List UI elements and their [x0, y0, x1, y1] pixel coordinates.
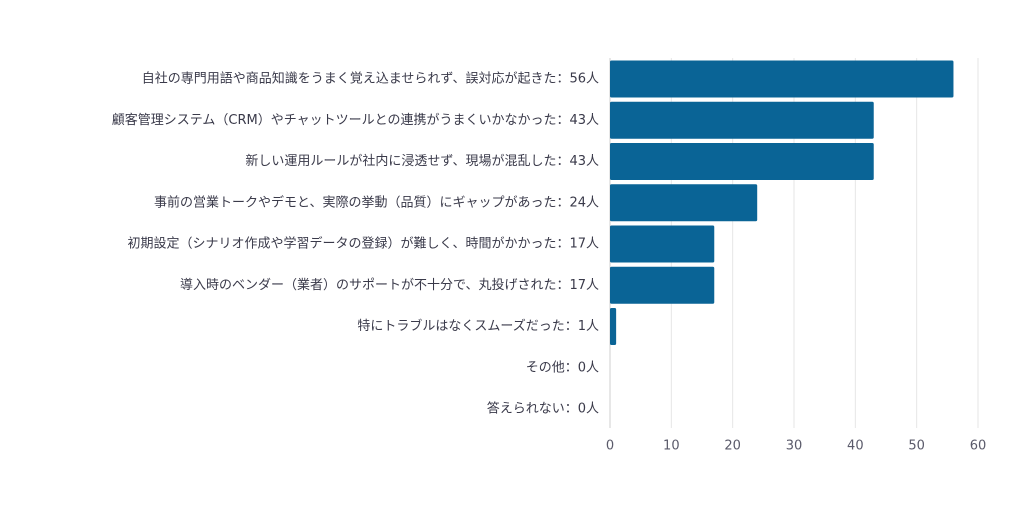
x-tick-labels: 0 10 20 30 40 50 60: [606, 439, 986, 454]
bar: [610, 184, 758, 222]
category-label: 答えられない：0人: [487, 401, 599, 417]
bar: [610, 266, 715, 304]
x-tick-label: 30: [786, 439, 803, 454]
x-tick-label: 40: [847, 439, 864, 454]
category-label: 初期設定（シナリオ作成や学習データの登録）が難しく、時間がかかった：17人: [127, 236, 599, 252]
x-tick-label: 10: [663, 439, 680, 454]
x-tick-label: 0: [606, 439, 614, 454]
x-tick-label: 20: [724, 439, 741, 454]
category-label: 自社の専門用語や商品知識をうまく覚え込ませられず、誤対応が起きた：56人: [142, 71, 599, 87]
x-tick-label: 50: [908, 439, 925, 454]
category-labels: 自社の専門用語や商品知識をうまく覚え込ませられず、誤対応が起きた：56人顧客管理…: [112, 71, 599, 417]
category-label: 導入時のベンダー（業者）のサポートが不十分で、丸投げされた：17人: [180, 277, 599, 293]
bar: [610, 225, 715, 263]
bars: [610, 60, 954, 345]
category-label: 顧客管理システム（CRM）やチャットツールとの連携がうまくいかなかった：43人: [112, 112, 599, 128]
bar: [610, 143, 874, 180]
category-label: その他：0人: [526, 360, 599, 375]
bar: [610, 60, 954, 98]
bar: [610, 308, 617, 345]
category-label: 事前の営業トークやデモと、実際の挙動（品質）にギャップがあった：24人: [154, 194, 599, 210]
bar: [610, 101, 874, 139]
category-label: 特にトラブルはなくスムーズだった：1人: [357, 318, 599, 334]
category-label: 新しい運用ルールが社内に浸透せず、現場が混乱した：43人: [245, 153, 599, 169]
x-tick-label: 60: [970, 439, 987, 454]
